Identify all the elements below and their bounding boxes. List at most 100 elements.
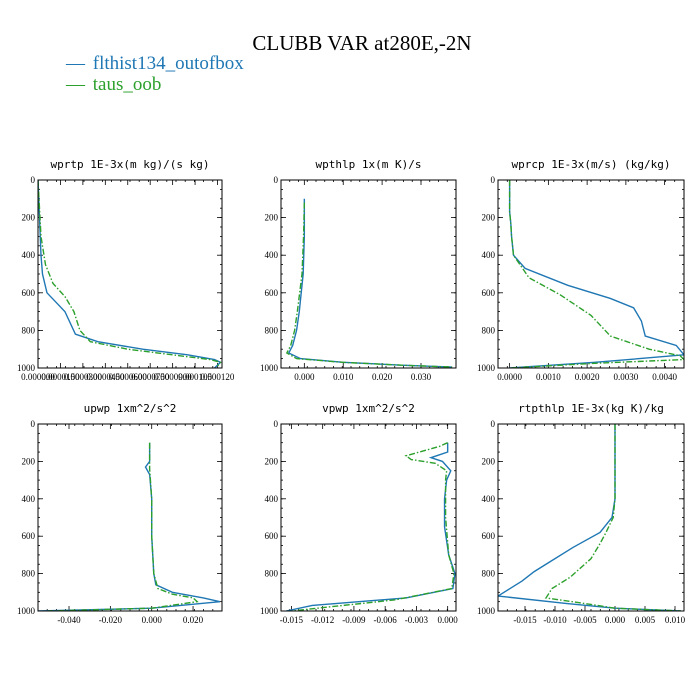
minor-ticks [280, 179, 457, 369]
figure-title: CLUBB VAR at280E,-2N [252, 31, 471, 55]
panel-1: wprtp 1E-3x(m kg)/(s kg) 0 200 400 600 800 100… [17, 158, 235, 382]
panel-2: wpthlp 1x(m K)/s 0 200 400 600 800 1000 0.000 0.… [260, 158, 457, 382]
minor-ticks [37, 179, 223, 369]
x-tick-label: 0.0000600 [109, 372, 148, 382]
y-tick-label: 200 [22, 456, 36, 466]
panel-5: vpwp 1xm^2/s^2 0 200 400 600 800 1000-0.015 -0.… [260, 402, 458, 625]
series-line-case1 [38, 442, 221, 611]
legend-label-2: taus_oob [93, 74, 162, 95]
x-tick-label: 0.0000150 [41, 372, 80, 382]
plot-frame [280, 423, 457, 612]
y-tick-label: 600 [22, 288, 36, 298]
series-line-case1 [287, 198, 453, 368]
x-tick-label: 0.0030 [614, 372, 639, 382]
y-tick-label: 800 [265, 569, 279, 579]
series-line-case1 [498, 424, 682, 611]
y-tick-label: 0 [274, 419, 279, 429]
y-tick-label: 200 [265, 213, 279, 223]
y-tick-label: 400 [482, 494, 496, 504]
y-tick-label: 1000 [260, 606, 279, 616]
x-tick-label: -0.006 [374, 615, 398, 625]
y-tick-label: 600 [482, 288, 496, 298]
x-tick-label: 0.000 [605, 615, 626, 625]
x-tick-label: 0.020 [372, 372, 393, 382]
x-tick-label: 0.0000 [497, 372, 522, 382]
x-tick-label: -0.020 [99, 615, 123, 625]
y-tick-label: 0 [31, 175, 36, 185]
x-tick-label: 0.000 [142, 615, 163, 625]
y-tick-label: 0 [491, 175, 496, 185]
panel-title: wprcp 1E-3x(m/s) (kg/kg) [512, 158, 671, 171]
panel-title: wpthlp 1x(m K)/s [316, 158, 422, 171]
x-tick-label: 0.000120 [201, 372, 235, 382]
x-tick-label: -0.015 [280, 615, 304, 625]
legend-label-1: flthist134_outofbox [93, 53, 244, 74]
series-line-case2 [38, 180, 222, 367]
y-tick-label: 200 [482, 456, 496, 466]
x-tick-label: 0.0020 [575, 372, 600, 382]
minor-ticks [280, 423, 457, 612]
y-tick-label: 600 [482, 531, 496, 541]
y-tick-label: 1000 [260, 363, 279, 373]
legend-line-1: — [65, 53, 86, 74]
y-tick-label: 400 [22, 250, 36, 260]
legend-line-2: — [65, 74, 86, 95]
y-tick-label: 0 [491, 419, 496, 429]
x-tick-label: -0.015 [513, 615, 537, 625]
y-tick-label: 800 [265, 325, 279, 335]
x-tick-label: 0.0040 [652, 372, 677, 382]
panel-title: rtpthlp 1E-3x(kg K)/kg [518, 402, 664, 415]
legend-entry-1: — flthist134_outofbox [65, 53, 244, 74]
x-tick-label: 0.000 [438, 615, 459, 625]
plot-frame [280, 179, 457, 369]
y-tick-label: 1000 [17, 363, 36, 373]
series-line-case2 [291, 442, 455, 611]
y-tick-label: 400 [482, 250, 496, 260]
series-line-case1 [508, 180, 684, 368]
panel-6: rtpthlp 1E-3x(kg K)/kg 0 200 400 600 800 1000 -… [477, 402, 686, 625]
x-tick-label: -0.012 [311, 615, 334, 625]
y-tick-label: 0 [31, 419, 36, 429]
y-tick-label: 400 [22, 494, 36, 504]
series-line-case2 [544, 424, 682, 611]
y-tick-label: 600 [265, 288, 279, 298]
x-tick-label: -0.009 [342, 615, 366, 625]
x-tick-label: 0.000000 [21, 372, 55, 382]
minor-ticks [37, 423, 223, 612]
panel-grid: wprtp 1E-3x(m kg)/(s kg) 0 200 400 600 800 100… [17, 158, 686, 625]
series-line-case2 [508, 180, 684, 368]
x-tick-label: 0.0000750 [131, 372, 170, 382]
panel-4: upwp 1xm^2/s^2 0 200 400 600 800 1000 -0.040 -0.… [17, 402, 223, 625]
x-tick-label: 0.020 [183, 615, 204, 625]
y-tick-label: 400 [265, 250, 279, 260]
panel-title: wprtp 1E-3x(m kg)/(s kg) [51, 158, 210, 171]
y-tick-label: 600 [22, 531, 36, 541]
x-tick-label: 0.000 [294, 372, 315, 382]
x-tick-label: 0.010 [665, 615, 686, 625]
y-tick-label: 1000 [477, 606, 496, 616]
y-tick-label: 200 [482, 213, 496, 223]
y-tick-label: 1000 [17, 606, 36, 616]
y-tick-label: 600 [265, 531, 279, 541]
x-tick-label: 0.0000450 [86, 372, 125, 382]
y-tick-label: 800 [482, 569, 496, 579]
y-tick-label: 200 [22, 213, 36, 223]
y-tick-label: 800 [22, 569, 36, 579]
series-line-case1 [38, 180, 222, 368]
plot-frame [37, 179, 223, 369]
panel-3: wprcp 1E-3x(m/s) (kg/kg) 0 200 400 600 800 100… [477, 158, 685, 382]
legend-entry-2: — taus_oob [65, 74, 161, 95]
y-tick-label: 400 [265, 494, 279, 504]
y-tick-label: 800 [482, 325, 496, 335]
x-tick-label: 0.000105 [178, 372, 212, 382]
plot-frame [37, 423, 223, 612]
x-tick-label: 0.0000300 [64, 372, 103, 382]
series-line-case2 [48, 442, 199, 611]
plot-frame [497, 179, 685, 369]
legend: — flthist134_outofbox — taus_oob [65, 53, 244, 95]
x-tick-label: -0.010 [543, 615, 567, 625]
series-line-case1 [286, 442, 456, 611]
y-tick-label: 800 [22, 325, 36, 335]
x-tick-label: 0.010 [333, 372, 354, 382]
y-tick-label: 1000 [477, 363, 496, 373]
